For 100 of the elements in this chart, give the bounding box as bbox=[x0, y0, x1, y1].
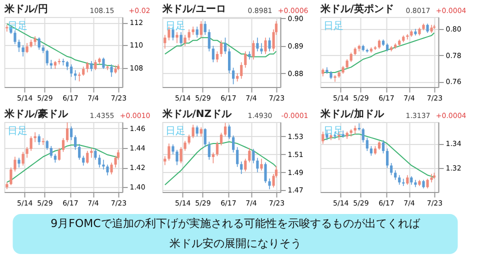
candlestick bbox=[208, 28, 210, 52]
annotation: 日足 bbox=[323, 21, 344, 32]
text: 9月FOMCで追加の利下げが実施される可能性を示唆するものが出てくれば bbox=[50, 217, 421, 230]
chart-title: 米ドル/豪ドル bbox=[3, 108, 69, 120]
annotation: 日足 bbox=[165, 126, 186, 137]
candlestick bbox=[406, 174, 409, 186]
candlestick bbox=[90, 60, 93, 72]
candlestick bbox=[216, 50, 219, 63]
candlestick bbox=[188, 28, 190, 41]
candlestick bbox=[382, 140, 385, 154]
candlestick bbox=[390, 162, 393, 176]
chart-title: 米ドル/加ドル bbox=[319, 108, 385, 120]
candlestick bbox=[98, 154, 101, 168]
candlestick bbox=[82, 155, 85, 166]
candlestick bbox=[180, 146, 182, 164]
candlestick bbox=[224, 37, 227, 54]
candlestick bbox=[264, 37, 267, 54]
candlestick bbox=[252, 148, 255, 164]
candlestick bbox=[350, 52, 352, 62]
candlestick bbox=[232, 67, 235, 85]
candlestick bbox=[196, 125, 198, 137]
candlestick bbox=[252, 40, 255, 60]
candlestick bbox=[78, 144, 81, 160]
candlestick bbox=[240, 62, 243, 80]
chart-title: 米ドル/英ポンド bbox=[319, 3, 394, 15]
candlestick bbox=[94, 148, 97, 160]
candlestick bbox=[58, 148, 61, 162]
candlestick bbox=[164, 34, 166, 49]
candlestick bbox=[208, 141, 210, 160]
candlestick bbox=[426, 178, 429, 189]
candlestick bbox=[236, 146, 239, 168]
candlestick bbox=[204, 20, 206, 36]
candlestick bbox=[14, 30, 16, 44]
candlestick bbox=[362, 128, 364, 143]
candlestick bbox=[30, 136, 32, 152]
candlestick bbox=[260, 42, 263, 54]
candlestick bbox=[106, 164, 109, 176]
candlestick bbox=[188, 134, 190, 145]
annotation: 日足 bbox=[7, 126, 28, 137]
candlestick bbox=[38, 36, 40, 50]
candlestick bbox=[22, 151, 24, 166]
candlestick bbox=[82, 66, 85, 76]
candlestick bbox=[18, 157, 20, 168]
candlestick bbox=[200, 20, 202, 38]
candlestick bbox=[260, 158, 263, 171]
candlestick bbox=[212, 45, 215, 63]
candlestick bbox=[426, 23, 429, 34]
candlestick bbox=[90, 148, 93, 158]
candlestick bbox=[38, 134, 40, 146]
candlestick bbox=[366, 137, 368, 152]
candlestick bbox=[42, 138, 44, 146]
candlestick bbox=[10, 167, 12, 186]
candlestick bbox=[102, 57, 105, 70]
candlestick bbox=[216, 141, 219, 157]
candlestick bbox=[240, 161, 243, 174]
candlestick bbox=[204, 128, 206, 148]
candlestick bbox=[224, 122, 227, 137]
candlestick bbox=[398, 174, 401, 186]
candlestick bbox=[102, 159, 105, 170]
candlestick bbox=[62, 138, 65, 152]
candlestick bbox=[70, 126, 73, 141]
candlestick bbox=[74, 134, 77, 150]
candlestick bbox=[50, 146, 52, 158]
candlestick bbox=[192, 124, 194, 139]
candlestick bbox=[110, 64, 113, 78]
candlestick bbox=[394, 170, 397, 180]
candlestick bbox=[110, 162, 113, 175]
candlestick bbox=[172, 144, 174, 155]
candlestick bbox=[168, 143, 170, 161]
candlestick bbox=[184, 140, 186, 152]
candlestick bbox=[370, 146, 373, 156]
candlestick bbox=[176, 32, 178, 44]
candlestick bbox=[176, 149, 178, 166]
candlestick bbox=[378, 39, 381, 50]
candlestick bbox=[22, 44, 24, 57]
candlestick bbox=[184, 34, 186, 46]
candlestick bbox=[244, 50, 247, 68]
candlestick bbox=[26, 42, 28, 54]
line-series bbox=[322, 32, 435, 73]
candlestick bbox=[232, 135, 235, 153]
candlestick bbox=[94, 60, 97, 70]
candlestick bbox=[70, 64, 73, 78]
candlestick bbox=[46, 140, 48, 150]
text: 米ドル安の展開になりそう bbox=[169, 237, 302, 250]
candlestick bbox=[66, 60, 69, 70]
candlestick bbox=[334, 74, 336, 82]
candlestick bbox=[386, 148, 389, 168]
annotation: 日足 bbox=[165, 21, 186, 32]
candlestick bbox=[220, 132, 223, 146]
candlestick bbox=[34, 36, 36, 46]
candlestick bbox=[346, 58, 348, 69]
candlestick bbox=[220, 40, 223, 58]
candlestick bbox=[256, 37, 259, 52]
candlestick bbox=[268, 37, 271, 52]
candlestick bbox=[180, 32, 182, 46]
candlestick bbox=[66, 122, 69, 142]
candlestick bbox=[406, 34, 409, 40]
chart-title: 米ドル/円 bbox=[3, 3, 48, 15]
chart-title: 米ドル/ユーロ bbox=[161, 3, 226, 15]
candlestick bbox=[196, 26, 198, 38]
